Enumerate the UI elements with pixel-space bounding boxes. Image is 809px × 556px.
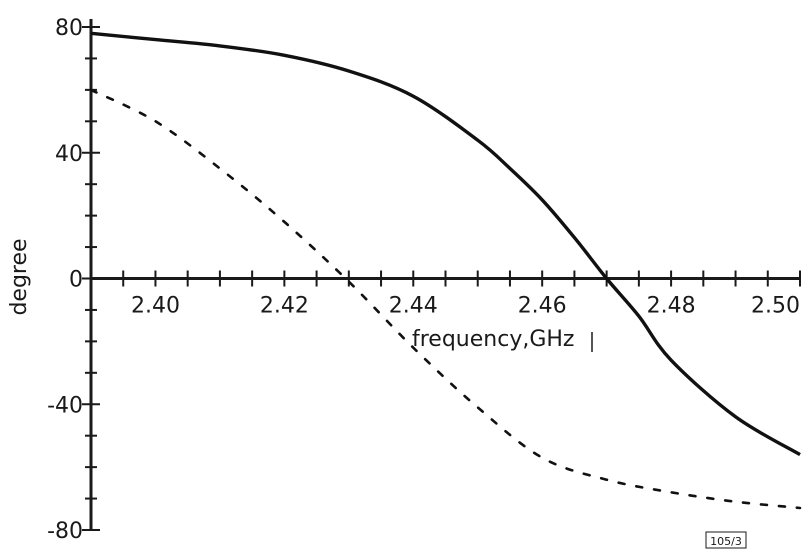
y-ticks: 80 40 0 -40 -80 [47, 16, 100, 544]
x-axis-title: frequency,GHz [412, 327, 574, 352]
series-layer [89, 31, 802, 510]
x-tick-label: 2.40 [131, 294, 180, 319]
axes: 80 40 0 -40 -80 2.40 2.42 2.44 2.46 2.48 2.50 [47, 16, 801, 544]
x-tick-label: 2.50 [751, 294, 800, 319]
y-tick-label: -80 [47, 519, 83, 544]
y-tick-label: 0 [69, 268, 83, 293]
x-tick-label: 2.46 [518, 294, 567, 319]
y-tick-label: 80 [55, 16, 83, 41]
y-tick-label: -40 [47, 393, 83, 418]
x-tick-label: 2.44 [389, 294, 438, 319]
figure-tag: 105/3 [705, 531, 747, 549]
x-tick-label: 2.42 [260, 294, 309, 319]
y-axis-title: degree [7, 238, 32, 315]
figure-tag-label: 105/3 [710, 535, 742, 548]
x-ticks: 2.40 2.42 2.44 2.46 2.48 2.50 [90, 270, 801, 319]
series-line-solid [90, 31, 801, 457]
series-line-dashed [89, 88, 802, 510]
y-tick-label: 40 [55, 142, 83, 167]
x-tick-label: 2.48 [647, 294, 696, 319]
